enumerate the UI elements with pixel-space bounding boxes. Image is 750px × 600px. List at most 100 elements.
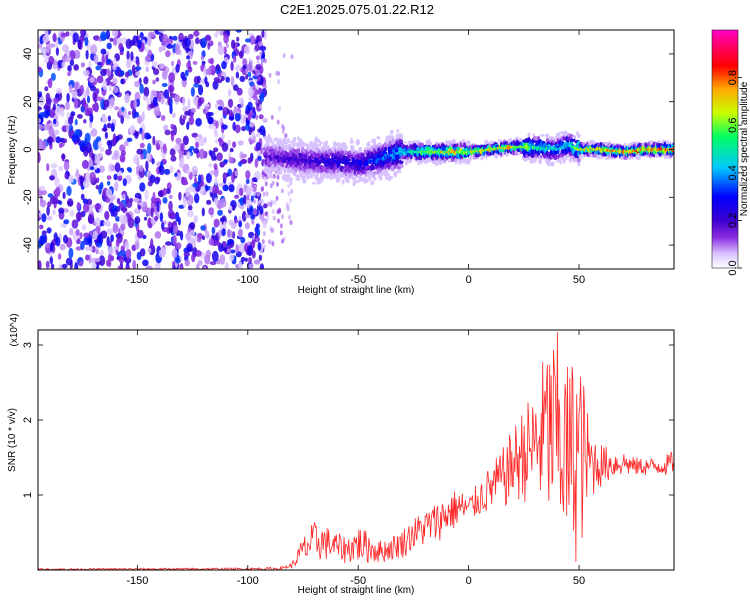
- spectrogram-noise-cell: [87, 214, 94, 224]
- spectrogram-noise-cell: [279, 230, 283, 236]
- spectrogram-noise-cell: [163, 89, 170, 99]
- spectrogram-noise-cell: [112, 208, 118, 218]
- spectrogram-noise-cell: [81, 224, 87, 231]
- spectrogram-noise-cell: [38, 139, 43, 149]
- spectrogram-noise-cell: [76, 114, 83, 119]
- spectrogram-noise-cell: [152, 135, 156, 146]
- spectrogram-noise-cell: [101, 115, 108, 124]
- spectrogram-noise-cell: [57, 253, 62, 260]
- spectrogram-noise-cell: [147, 142, 152, 154]
- spectrogram-noise-cell: [226, 248, 232, 253]
- spectrogram-noise-cell: [287, 183, 291, 189]
- spectrogram-noise-cell: [69, 209, 75, 217]
- spectrogram-noise-cell: [134, 111, 140, 118]
- spectrogram-noise-cell: [212, 184, 220, 194]
- spectrogram-noise-cell: [58, 207, 65, 214]
- spectrogram-noise-cell: [168, 72, 176, 83]
- spectrogram-noise-cell: [193, 83, 200, 88]
- spectrogram-noise-cell: [276, 174, 280, 180]
- spectrogram-noise-cell: [186, 169, 191, 175]
- spectrogram-noise-cell: [228, 205, 233, 211]
- spectrogram-ridge-cell: [357, 171, 361, 175]
- spectrogram-noise-cell: [47, 78, 53, 89]
- spectrogram-ridge-cell: [301, 141, 306, 148]
- spectrogram-noise-cell: [263, 203, 268, 209]
- spectrogram-ridge-cell: [534, 136, 539, 141]
- spectrogram-noise-cell: [208, 207, 215, 216]
- spectrogram-noise-cell: [141, 111, 145, 122]
- spectrogram-noise-cell: [99, 249, 104, 256]
- spectrogram-noise-cell: [38, 124, 44, 130]
- spectrogram-noise-cell: [154, 231, 162, 239]
- spectrogram-noise-cell: [43, 123, 51, 131]
- spectrogram-noise-cell: [75, 168, 79, 177]
- spectrogram-noise-cell: [171, 60, 175, 67]
- spectrogram-noise-cell: [252, 75, 259, 80]
- spectrogram-noise-cell: [68, 247, 74, 259]
- spectrogram-ridge-cell: [269, 174, 274, 179]
- spectrogram-noise-cell: [235, 64, 241, 72]
- snr-panel: -150 -100 -50 0 50 1 2 3 Height of straight li…: [7, 313, 675, 596]
- spectrogram-ridge-cell: [397, 169, 402, 174]
- spectrogram-noise-cell: [263, 176, 267, 182]
- spectrogram-ridge-cell: [355, 138, 360, 146]
- spectrogram-noise-cell: [112, 77, 118, 85]
- spectrogram-noise-cell: [64, 55, 72, 63]
- spectrogram-noise-cell: [259, 263, 265, 269]
- spectrogram-noise-cell: [121, 193, 126, 200]
- spectrogram-noise-cell: [252, 106, 256, 114]
- spectrogram-ridge-cell: [463, 142, 467, 149]
- spectrogram-noise-cell: [170, 155, 177, 162]
- spectrogram-noise-cell: [117, 175, 123, 181]
- spectrogram-noise-cell: [245, 73, 249, 80]
- colorbar-label: Normalized spectral amplitude: [739, 81, 750, 216]
- spectrogram-noise-cell: [175, 258, 181, 264]
- spectrogram-noise-cell: [256, 204, 261, 211]
- spectrogram-noise-cell: [246, 64, 250, 69]
- spectrogram-noise-cell: [196, 232, 203, 240]
- spectrogram-noise-cell: [62, 44, 69, 53]
- spectrogram-noise-cell: [110, 234, 114, 242]
- spectrogram-noise-cell: [189, 230, 196, 237]
- colorbar-tick-label: 0.4: [727, 165, 739, 180]
- spectrogram-noise-cell: [215, 64, 220, 71]
- snr-marks: [38, 332, 674, 570]
- spectrogram-noise-cell: [242, 64, 247, 70]
- spectrogram-noise-cell: [113, 57, 117, 67]
- spectrogram-noise-cell: [194, 177, 197, 185]
- spectrogram-ridge-cell: [389, 129, 394, 135]
- spectrogram-noise-cell: [112, 133, 117, 144]
- spectrogram-noise-cell: [122, 178, 127, 187]
- spectrogram-noise-cell: [271, 241, 275, 247]
- spectrogram-noise-cell: [85, 86, 90, 98]
- spectrogram-noise-cell: [245, 109, 250, 115]
- spectrogram-ridge-cell: [316, 171, 319, 179]
- spectrogram-noise-cell: [260, 62, 264, 68]
- spectrogram-noise-cell: [152, 79, 156, 85]
- spectrogram-noise-cell: [211, 250, 219, 262]
- spectrogram-noise-cell: [73, 98, 79, 110]
- spectrogram-noise-cell: [170, 212, 176, 220]
- spectrogram-noise-cell: [100, 98, 105, 110]
- spectrogram-ridge-cell: [358, 146, 363, 153]
- spectrogram-ridge-cell: [343, 145, 348, 151]
- spectrogram-noise-cell: [39, 224, 44, 230]
- spectrogram-ridge-cell: [339, 148, 343, 151]
- spectrogram-noise-cell: [132, 259, 137, 269]
- spectrogram-noise-cell: [223, 221, 227, 230]
- spectrogram-noise-cell: [227, 239, 234, 245]
- spectrogram-noise-cell: [161, 44, 166, 52]
- spectrogram-noise-cell: [158, 249, 166, 258]
- spectrogram-ridge-cell: [461, 139, 466, 142]
- spectrogram-noise-cell: [257, 241, 262, 251]
- spectrogram-noise-cell: [157, 93, 162, 103]
- spectrogram-noise-cell: [133, 99, 138, 109]
- spectrogram-noise-cell: [48, 43, 56, 48]
- spectrogram-noise-cell: [200, 55, 204, 61]
- spectrogram-noise-cell: [112, 222, 119, 234]
- spectrogram-noise-cell: [184, 110, 190, 116]
- spectrogram-noise-cell: [270, 114, 274, 120]
- spectrogram-noise-cell: [143, 86, 150, 98]
- spectrogram-noise-cell: [257, 191, 261, 197]
- spectrogram-noise-cell: [195, 250, 202, 257]
